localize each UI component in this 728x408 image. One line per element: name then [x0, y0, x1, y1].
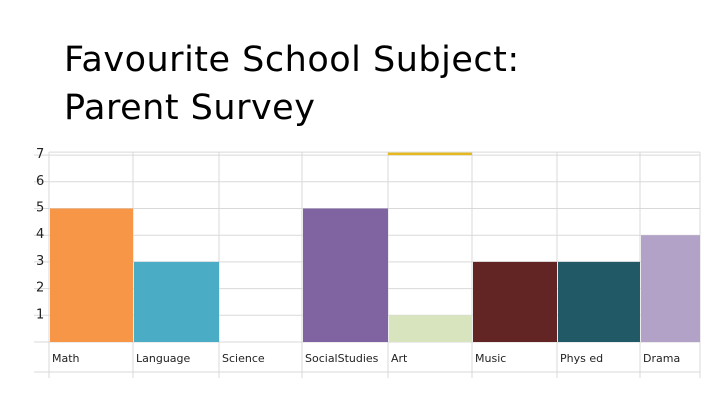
y-tick-label: 1	[36, 307, 44, 322]
y-tick-label: 5	[36, 201, 44, 216]
category-label: Math	[52, 352, 80, 365]
y-tick-label: 2	[36, 281, 44, 296]
category-label: Drama	[643, 352, 680, 365]
bar-math	[50, 208, 133, 342]
bar-phys-ed	[558, 261, 640, 342]
category-label: Phys ed	[560, 352, 603, 365]
slide-title-line-1: Favourite School Subject:	[64, 40, 520, 80]
bar-music	[473, 261, 557, 342]
y-tick-label: 7	[36, 147, 44, 162]
bar-art	[389, 315, 472, 342]
slide-title: Favourite School Subject: Parent Survey	[64, 36, 520, 132]
y-tick-label: 3	[36, 254, 44, 269]
bar-socialstudies	[303, 208, 388, 342]
category-label: Art	[391, 352, 408, 365]
y-tick-label: 6	[36, 174, 44, 189]
y-tick-label: 4	[36, 227, 44, 242]
category-label: Music	[475, 352, 506, 365]
slide-title-line-2: Parent Survey	[64, 88, 316, 128]
bar-language	[134, 261, 219, 342]
category-label: Science	[222, 352, 265, 365]
category-label: Language	[136, 352, 191, 365]
bar-partial-top	[388, 152, 472, 156]
bar-drama	[641, 235, 700, 342]
category-label: SocialStudies	[305, 352, 379, 365]
